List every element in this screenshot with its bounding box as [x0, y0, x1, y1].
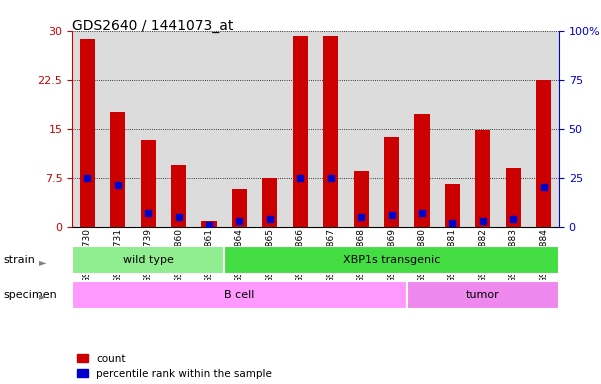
Point — [265, 216, 275, 222]
Text: GDS2640 / 1441073_at: GDS2640 / 1441073_at — [72, 19, 234, 33]
Bar — [323, 36, 338, 227]
Text: XBP1s transgenic: XBP1s transgenic — [343, 255, 441, 265]
Bar — [72, 281, 407, 309]
Bar — [141, 141, 156, 227]
Point — [448, 220, 457, 226]
Point — [204, 222, 214, 228]
Bar — [505, 168, 521, 227]
Text: strain: strain — [3, 255, 35, 265]
Point — [174, 214, 183, 220]
Bar — [110, 113, 126, 227]
Point — [234, 218, 244, 224]
Bar — [224, 247, 559, 274]
Bar — [262, 178, 278, 227]
Point — [296, 175, 305, 181]
Point — [387, 212, 397, 218]
Text: specimen: specimen — [3, 290, 56, 300]
Text: ►: ► — [39, 257, 46, 267]
Point — [508, 216, 518, 222]
Bar — [80, 38, 95, 227]
Text: wild type: wild type — [123, 255, 174, 265]
Bar — [353, 171, 369, 227]
Point — [356, 214, 366, 220]
Point — [417, 210, 427, 216]
Text: ►: ► — [39, 291, 46, 301]
Point — [326, 175, 335, 181]
Point — [82, 175, 92, 181]
Text: tumor: tumor — [466, 290, 500, 300]
Point — [113, 182, 123, 189]
Bar — [201, 221, 216, 227]
Point — [144, 210, 153, 216]
Text: B cell: B cell — [224, 290, 255, 300]
Bar — [293, 36, 308, 227]
Bar — [475, 130, 490, 227]
Bar — [171, 165, 186, 227]
Bar — [384, 137, 399, 227]
Bar — [536, 80, 551, 227]
Bar — [415, 114, 430, 227]
Bar — [445, 184, 460, 227]
Legend: count, percentile rank within the sample: count, percentile rank within the sample — [78, 354, 272, 379]
Bar — [72, 247, 224, 274]
Bar — [232, 189, 247, 227]
Point — [478, 218, 487, 224]
Bar — [407, 281, 559, 309]
Point — [539, 184, 549, 190]
